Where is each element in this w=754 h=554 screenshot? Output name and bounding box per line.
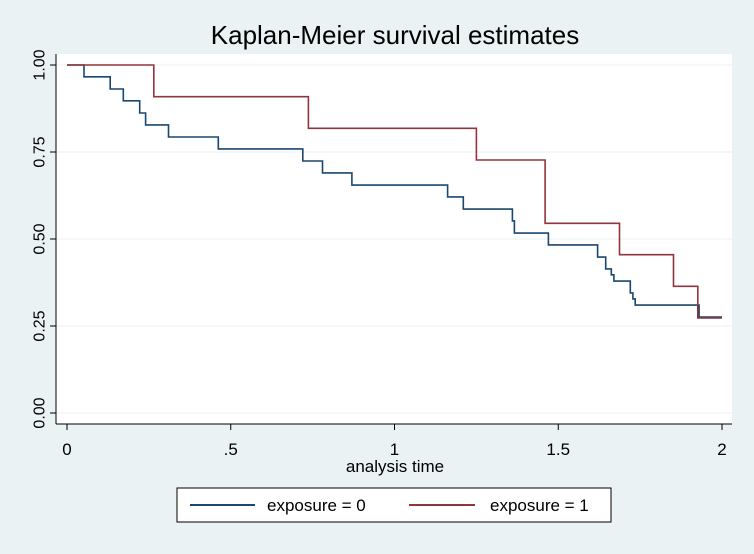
legend-label-exposure-1: exposure = 1 <box>490 496 589 515</box>
y-tick-label: 1.00 <box>32 49 49 80</box>
legend-box <box>176 487 612 523</box>
series-line-exposure-0 <box>67 64 722 318</box>
legend: exposure = 0 exposure = 1 <box>176 487 612 523</box>
x-tick-label: 0 <box>62 440 71 459</box>
axes: 0.00 0.25 0.50 0.75 1.00 0 .5 1 1.5 2 <box>32 49 732 459</box>
y-tick-label: 0.50 <box>32 223 49 254</box>
y-tick-label: 0.00 <box>32 397 49 428</box>
legend-label-exposure-0: exposure = 0 <box>267 496 366 515</box>
x-tick-label: 1 <box>390 440 399 459</box>
x-tick-label: .5 <box>224 440 238 459</box>
x-tick-label: 1.5 <box>546 440 570 459</box>
y-tick-label: 0.25 <box>32 310 49 341</box>
x-tick-label: 2 <box>717 440 726 459</box>
chart-title: Kaplan-Meier survival estimates <box>211 20 579 50</box>
series-line-exposure-1 <box>67 64 722 319</box>
series-lines <box>67 64 722 319</box>
x-axis-label: analysis time <box>346 457 444 476</box>
y-tick-label: 0.75 <box>32 136 49 167</box>
